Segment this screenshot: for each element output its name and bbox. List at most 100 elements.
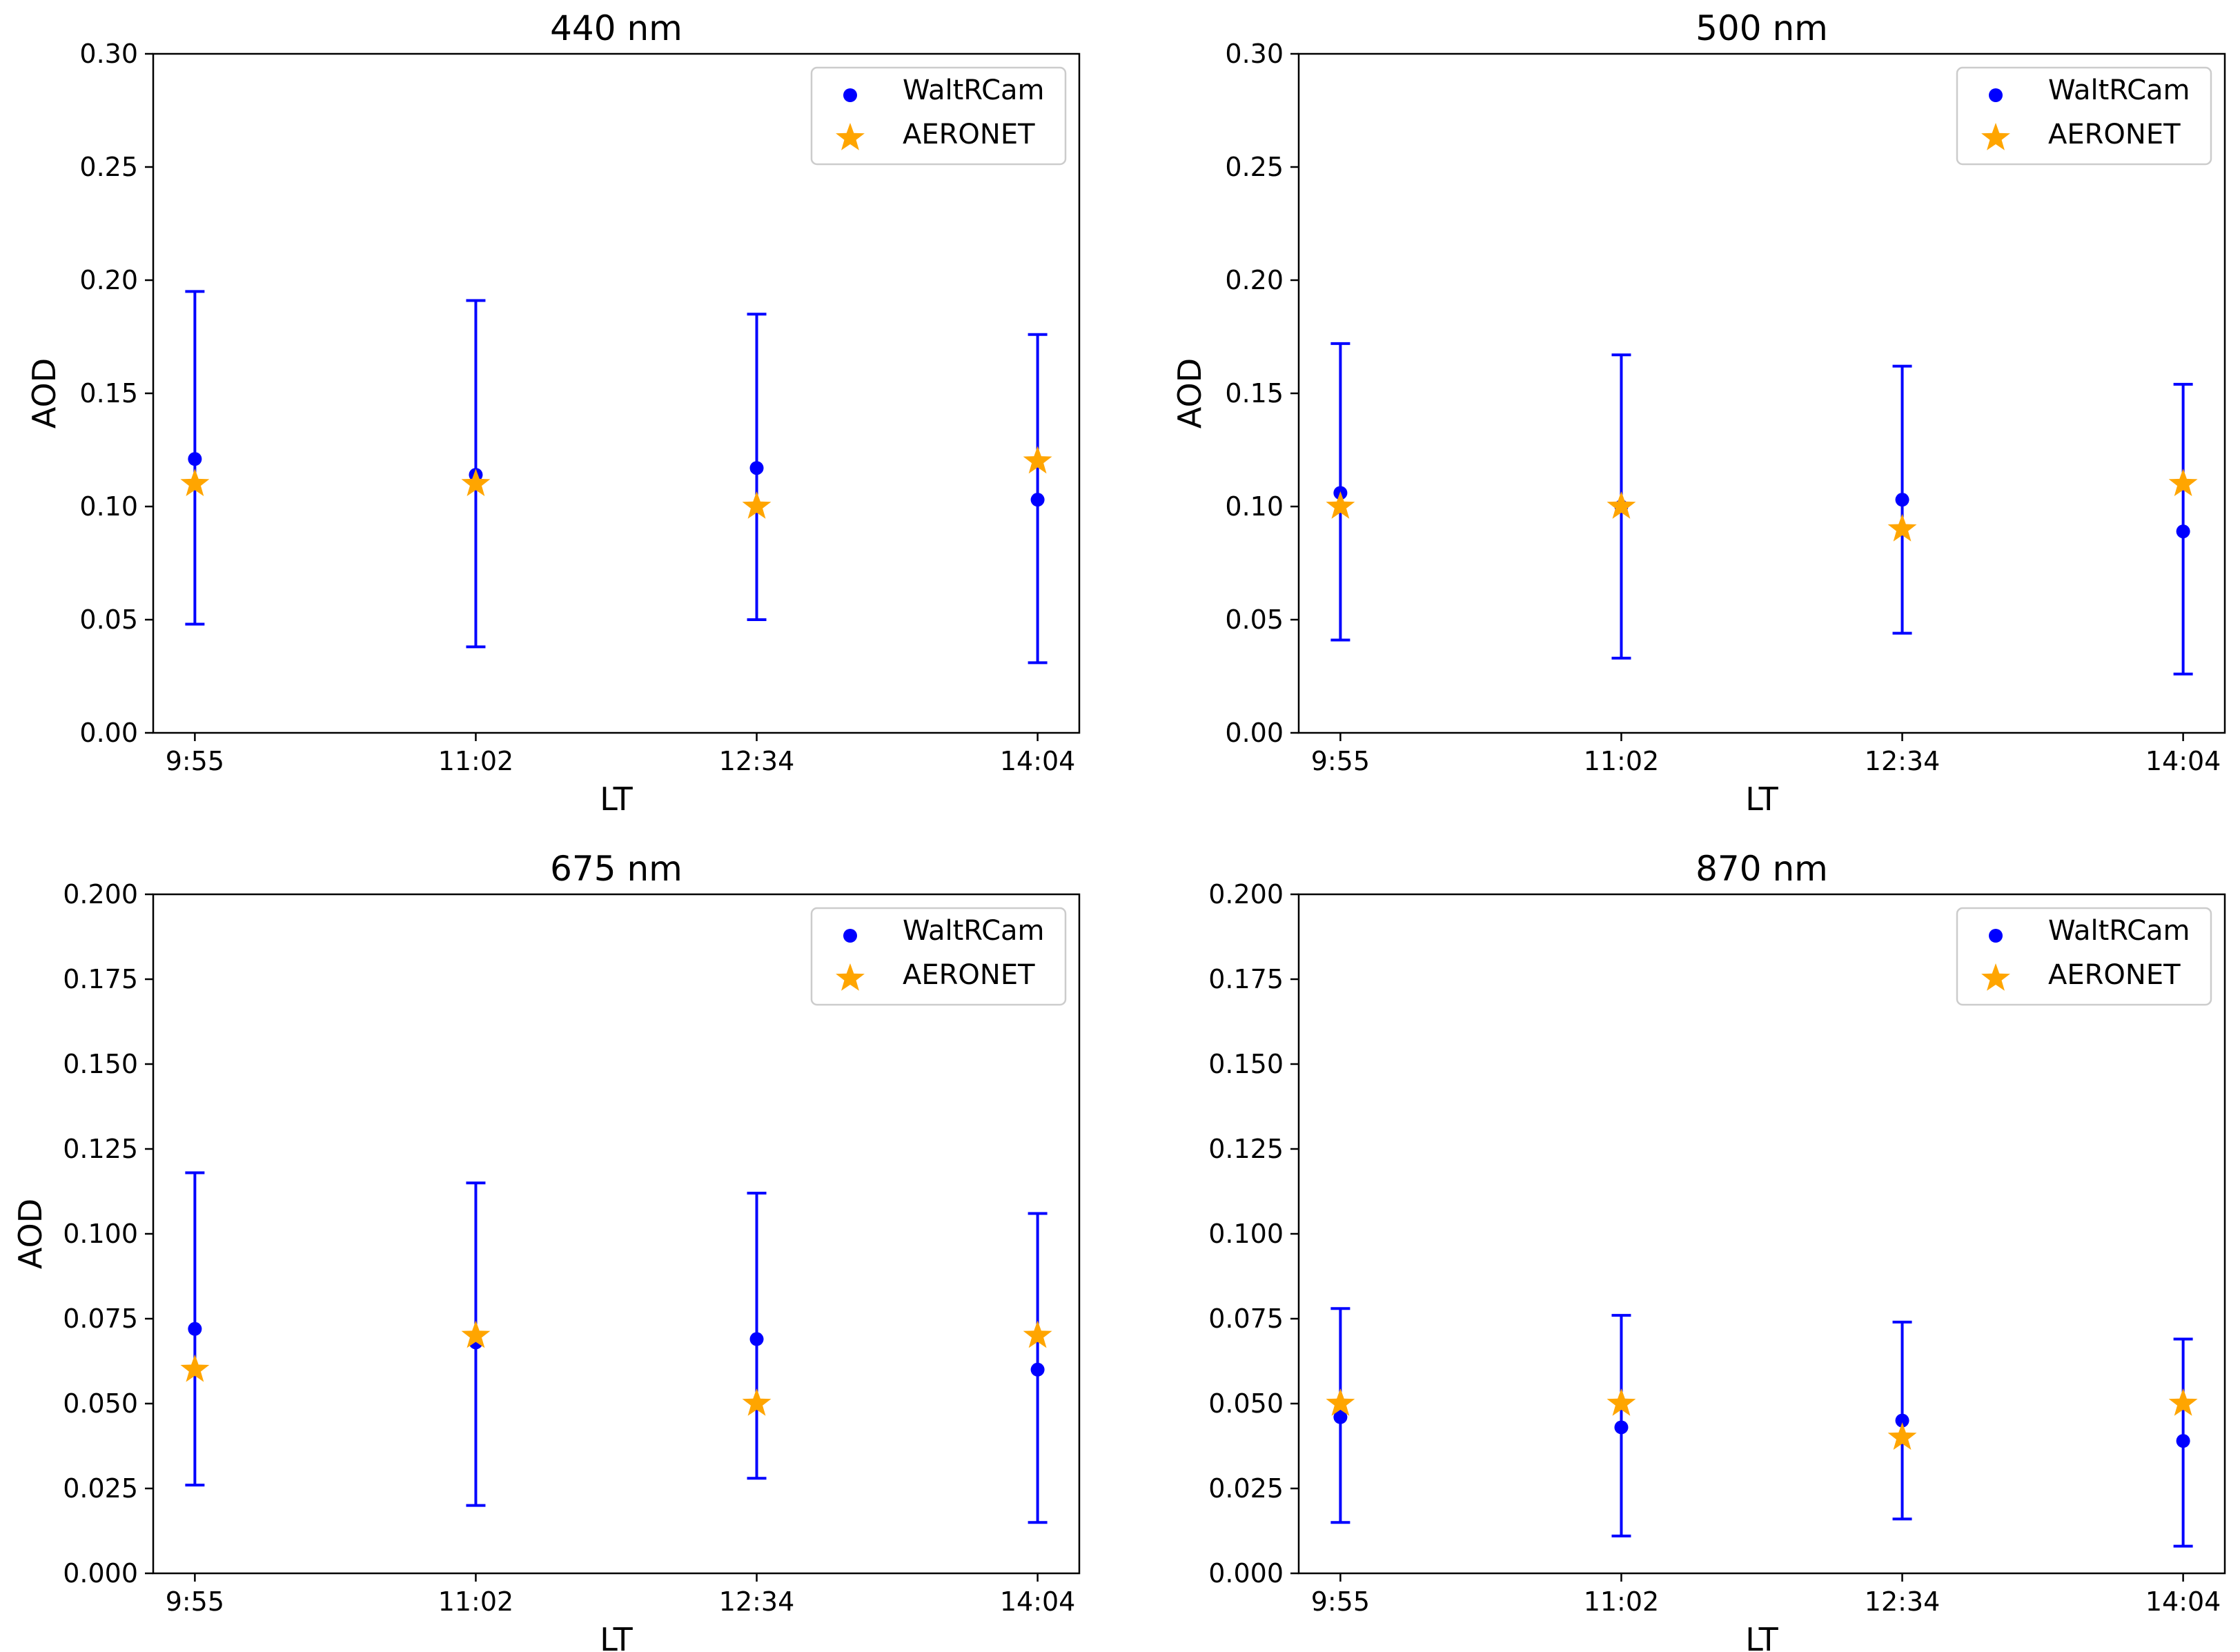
legend-marker-aeronet bbox=[836, 123, 865, 150]
y-tick-label: 0.150 bbox=[1208, 1049, 1284, 1079]
x-tick-label: 12:34 bbox=[1865, 746, 1941, 776]
y-tick-label: 0.050 bbox=[1208, 1388, 1284, 1419]
x-tick-label: 9:55 bbox=[1311, 746, 1370, 776]
chart-title: 675 nm bbox=[550, 849, 682, 889]
waltrcam-point bbox=[749, 1332, 764, 1346]
waltrcam-point bbox=[2176, 1434, 2190, 1448]
legend-label-aeronet: AERONET bbox=[903, 119, 1035, 150]
legend-label-waltrcam: WaltRCam bbox=[903, 915, 1045, 947]
legend: WaltRCam AERONET bbox=[1956, 66, 2212, 166]
x-tick-label: 14:04 bbox=[1000, 746, 1076, 776]
legend-label-waltrcam: WaltRCam bbox=[2048, 75, 2190, 106]
x-axis-label: LT bbox=[600, 1621, 633, 1652]
legend-marker-waltrcam bbox=[1989, 929, 2003, 943]
y-tick-label: 0.30 bbox=[1225, 39, 1284, 69]
legend-marker-waltrcam bbox=[843, 88, 857, 102]
y-tick-label: 0.30 bbox=[79, 39, 138, 69]
legend-marker-aeronet bbox=[836, 963, 865, 991]
chart-panel-1: 0.00 0.05 0.10 0.15 0.20 0.25 0.30 9:55 11:02 12:… bbox=[26, 8, 1081, 818]
waltrcam-point bbox=[1030, 493, 1045, 507]
aeronet-point bbox=[2168, 469, 2198, 496]
x-tick-label: 9:55 bbox=[166, 1586, 224, 1617]
y-tick-label: 0.25 bbox=[79, 152, 138, 182]
y-tick-label: 0.150 bbox=[63, 1049, 138, 1079]
y-tick-label: 0.100 bbox=[1208, 1219, 1284, 1249]
y-tick-label: 0.025 bbox=[1208, 1473, 1284, 1504]
aeronet-point bbox=[1887, 513, 1917, 542]
aeronet-point bbox=[1326, 1388, 1355, 1416]
waltrcam-point bbox=[1895, 493, 1909, 507]
x-tick-label: 12:34 bbox=[719, 746, 795, 776]
x-tick-label: 11:02 bbox=[1584, 1586, 1660, 1617]
legend-label-aeronet: AERONET bbox=[2048, 959, 2181, 991]
plot-frame bbox=[1297, 52, 2226, 734]
y-tick-label: 0.000 bbox=[63, 1558, 138, 1589]
plot-frame bbox=[1297, 893, 2226, 1575]
y-axis-label: AOD bbox=[26, 358, 63, 429]
y-tick-label: 0.15 bbox=[79, 378, 138, 409]
y-axis-label: AOD bbox=[12, 1199, 49, 1269]
y-tick-label: 0.075 bbox=[63, 1304, 138, 1334]
waltrcam-point bbox=[749, 461, 764, 475]
y-tick-label: 0.10 bbox=[79, 491, 138, 522]
y-tick-label: 0.000 bbox=[1208, 1558, 1284, 1589]
y-tick-label: 0.125 bbox=[1208, 1134, 1284, 1164]
y-tick-label: 0.125 bbox=[63, 1134, 138, 1164]
chart-title: 500 nm bbox=[1696, 8, 1828, 48]
waltrcam-point bbox=[2176, 524, 2190, 539]
aeronet-point bbox=[742, 491, 772, 519]
legend: WaltRCam AERONET bbox=[810, 907, 1067, 1006]
x-axis-label: LT bbox=[1745, 1621, 1778, 1652]
plot-frame bbox=[152, 52, 1081, 734]
y-tick-label: 0.200 bbox=[63, 879, 138, 909]
y-tick-label: 0.05 bbox=[79, 604, 138, 635]
aeronet-point bbox=[1326, 491, 1355, 519]
waltrcam-point bbox=[188, 452, 202, 466]
x-tick-label: 12:34 bbox=[1865, 1586, 1941, 1617]
legend-marker-aeronet bbox=[1981, 963, 2010, 991]
legend-label-aeronet: AERONET bbox=[903, 959, 1035, 991]
y-tick-label: 0.025 bbox=[63, 1473, 138, 1504]
aeronet-point bbox=[461, 469, 491, 496]
y-tick-label: 0.175 bbox=[63, 964, 138, 994]
chart-panel-3: 0.000 0.025 0.050 0.075 0.100 0.125 0.150 0.175… bbox=[12, 849, 1081, 1652]
x-tick-label: 12:34 bbox=[719, 1586, 795, 1617]
legend-label-waltrcam: WaltRCam bbox=[2048, 915, 2190, 947]
y-tick-label: 0.20 bbox=[79, 265, 138, 295]
y-tick-label: 0.050 bbox=[63, 1388, 138, 1419]
x-tick-label: 14:04 bbox=[1000, 1586, 1076, 1617]
waltrcam-point bbox=[1333, 1410, 1348, 1424]
legend-box bbox=[1956, 66, 2212, 166]
aeronet-point bbox=[180, 1354, 210, 1382]
y-tick-label: 0.20 bbox=[1225, 265, 1284, 295]
aeronet-point bbox=[1887, 1422, 1917, 1450]
aeronet-point bbox=[2168, 1388, 2198, 1416]
aeronet-point bbox=[1023, 1320, 1052, 1348]
aeronet-point bbox=[1607, 491, 1636, 519]
x-tick-label: 14:04 bbox=[2145, 746, 2221, 776]
waltrcam-point bbox=[1614, 1420, 1629, 1435]
y-tick-label: 0.05 bbox=[1225, 604, 1284, 635]
legend-marker-waltrcam bbox=[1989, 88, 2003, 102]
plot-frame bbox=[152, 893, 1081, 1575]
aeronet-point bbox=[1023, 446, 1052, 474]
legend-label-waltrcam: WaltRCam bbox=[903, 75, 1045, 106]
legend-marker-aeronet bbox=[1981, 123, 2010, 150]
legend-box bbox=[810, 66, 1067, 166]
aeronet-point bbox=[742, 1388, 772, 1416]
aeronet-point bbox=[1607, 1388, 1636, 1416]
y-tick-label: 0.00 bbox=[1225, 718, 1284, 748]
waltrcam-point bbox=[188, 1321, 202, 1336]
x-tick-label: 9:55 bbox=[166, 746, 224, 776]
y-axis-label: AOD bbox=[1171, 358, 1208, 429]
y-tick-label: 0.200 bbox=[1208, 879, 1284, 909]
chart-panel-2: 0.00 0.05 0.10 0.15 0.20 0.25 0.30 9:55 11:02 12:… bbox=[1171, 8, 2226, 818]
waltrcam-point bbox=[1895, 1413, 1909, 1428]
chart-title: 870 nm bbox=[1696, 849, 1828, 889]
legend: WaltRCam AERONET bbox=[1956, 907, 2212, 1006]
waltrcam-point bbox=[1030, 1362, 1045, 1377]
chart-panel-4: 0.000 0.025 0.050 0.075 0.100 0.125 0.150 0.175… bbox=[1208, 849, 2226, 1652]
y-tick-label: 0.10 bbox=[1225, 491, 1284, 522]
